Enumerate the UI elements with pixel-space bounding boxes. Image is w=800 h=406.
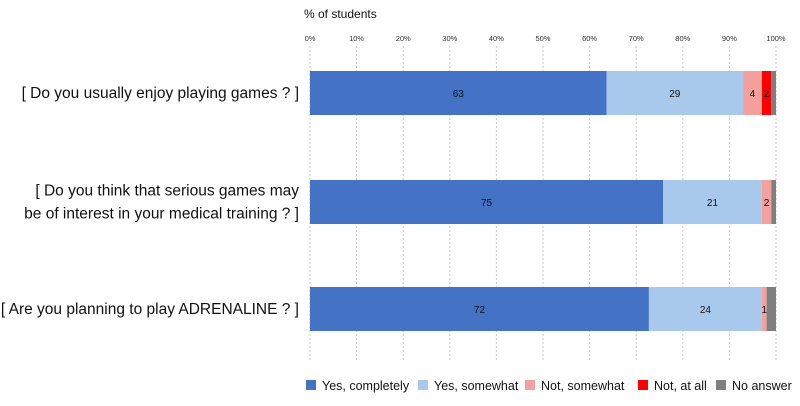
- data-label: 1: [761, 305, 767, 316]
- tick-label: 20%: [396, 34, 411, 43]
- bar-segment: [606, 71, 744, 115]
- tick-label: 30%: [442, 34, 457, 43]
- data-label: 24: [700, 305, 712, 316]
- legend-label: Yes, completely: [322, 379, 410, 393]
- legend-swatch: [716, 380, 726, 390]
- tick-label: 60%: [582, 34, 597, 43]
- bar-segment: [663, 180, 762, 224]
- data-label: 4: [750, 89, 756, 100]
- bar-segment: [771, 71, 776, 115]
- bar-segment: [310, 287, 649, 331]
- category-label: [ Are you planning to play ADRENALINE ? …: [1, 301, 299, 318]
- category-label: be of interest in your medical training …: [24, 206, 299, 223]
- bar-segment: [761, 180, 772, 224]
- category-label: [ Do you think that serious games may: [35, 183, 299, 200]
- bar-segment: [771, 180, 776, 224]
- data-label: 63: [453, 89, 465, 100]
- legend-label: No answer: [732, 379, 792, 393]
- bar-segment: [648, 287, 762, 331]
- category-labels: [ Do you usually enjoy playing games ? ]…: [1, 85, 299, 318]
- tick-label: 90%: [722, 34, 737, 43]
- bar-segment: [761, 71, 772, 115]
- x-axis-ticks: 0% 10% 20% 30% 40% 50% 60% 70% 80% 90% 100%: [305, 34, 786, 43]
- tick-label: 70%: [629, 34, 644, 43]
- legend-label: Not, at all: [654, 379, 707, 393]
- legend-label: Yes, somewhat: [434, 379, 519, 393]
- bars: [310, 71, 776, 331]
- bar-segment: [761, 287, 767, 331]
- bar-segment: [310, 180, 664, 224]
- tick-label: 50%: [535, 34, 550, 43]
- data-label: 72: [474, 305, 486, 316]
- tick-label: 0%: [305, 34, 316, 43]
- bar-segment: [310, 71, 607, 115]
- legend: Yes, completely Yes, somewhat Not, somewha…: [306, 379, 792, 393]
- category-label: [ Do you usually enjoy playing games ? ]: [22, 85, 299, 102]
- data-label: 2: [764, 198, 770, 209]
- tick-label: 80%: [675, 34, 690, 43]
- legend-swatch: [306, 380, 316, 390]
- legend-swatch: [638, 380, 648, 390]
- tick-label: 40%: [489, 34, 504, 43]
- tick-label: 10%: [349, 34, 364, 43]
- bar-segment: [743, 71, 762, 115]
- data-label: 2: [764, 89, 770, 100]
- data-label: 21: [707, 198, 719, 209]
- legend-swatch: [525, 380, 535, 390]
- legend-label: Not, somewhat: [541, 379, 625, 393]
- data-label: 75: [481, 198, 493, 209]
- axis-title: % of students: [304, 7, 377, 21]
- data-label: 29: [669, 89, 681, 100]
- data-labels: 63 29 4 275 21 272 24 1: [453, 89, 770, 316]
- bar-segment: [766, 287, 776, 331]
- legend-swatch: [418, 380, 428, 390]
- tick-label: 100%: [766, 34, 786, 43]
